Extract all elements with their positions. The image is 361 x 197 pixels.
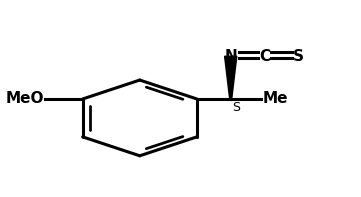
Text: S: S: [293, 49, 304, 64]
Text: Me: Me: [263, 91, 288, 107]
Text: S: S: [232, 101, 240, 114]
Polygon shape: [225, 56, 237, 99]
Text: C: C: [259, 49, 270, 64]
Text: MeO: MeO: [5, 91, 44, 107]
Text: N: N: [224, 49, 237, 64]
